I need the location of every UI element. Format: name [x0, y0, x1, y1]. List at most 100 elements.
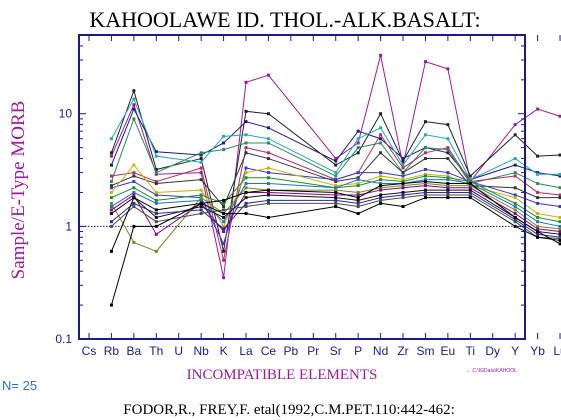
data-point	[154, 172, 158, 176]
data-point	[423, 146, 427, 150]
data-point	[446, 157, 450, 161]
data-point	[222, 220, 226, 224]
data-point	[222, 258, 226, 262]
data-point	[334, 171, 338, 175]
data-point	[536, 230, 540, 234]
data-point	[379, 151, 383, 155]
data-point	[154, 220, 158, 224]
data-point	[266, 141, 270, 145]
y-tick-label: 0.1	[55, 332, 72, 346]
n-label: N= 25	[2, 378, 37, 393]
data-point	[199, 201, 203, 205]
data-point	[401, 193, 405, 197]
x-tick-label: Ti	[466, 344, 476, 358]
data-point	[558, 242, 561, 246]
data-point	[154, 208, 158, 212]
data-point	[423, 174, 427, 178]
data-point	[154, 224, 158, 228]
data-point	[468, 188, 472, 192]
data-point	[356, 151, 360, 155]
data-point	[446, 174, 450, 178]
data-point	[536, 154, 540, 158]
data-point	[154, 232, 158, 236]
data-point	[244, 212, 248, 216]
data-point	[513, 163, 517, 167]
data-point	[109, 212, 113, 216]
x-ticks: Cs Rb Ba Th U Nb K La Ce Pb Pr Sr P Nd Zr Sm Eu Ti Dy Y Yb Lu	[82, 35, 561, 358]
data-point	[446, 178, 450, 182]
data-point	[244, 171, 248, 175]
data-point	[446, 190, 450, 194]
x-tick-label: Eu	[441, 344, 456, 358]
chart-title: KAHOOLAWE ID. THOL.-ALK.BASALT:	[89, 7, 480, 32]
data-point	[109, 208, 113, 212]
data-point	[536, 172, 540, 176]
data-point	[154, 171, 158, 175]
data-point	[266, 182, 270, 186]
data-point	[154, 190, 158, 194]
data-point	[379, 133, 383, 137]
data-point	[423, 167, 427, 171]
data-point	[536, 212, 540, 216]
y-tick-label: 1	[65, 219, 72, 233]
data-point	[266, 198, 270, 202]
data-point	[446, 196, 450, 200]
data-point	[356, 184, 360, 188]
data-point	[356, 212, 360, 216]
x-tick-label: P	[354, 344, 362, 358]
data-point	[266, 112, 270, 116]
data-point	[513, 133, 517, 137]
data-point	[199, 151, 203, 155]
data-point	[109, 174, 113, 178]
data-point	[109, 205, 113, 209]
data-point	[558, 153, 561, 157]
data-point	[199, 160, 203, 164]
data-point	[222, 276, 226, 280]
x-tick-label: Dy	[485, 344, 500, 358]
data-point	[199, 157, 203, 161]
data-point	[244, 146, 248, 150]
data-point	[379, 188, 383, 192]
data-point	[334, 157, 338, 161]
y-tick-label: 10	[59, 107, 73, 121]
data-point	[558, 224, 561, 228]
data-point	[401, 171, 405, 175]
data-point	[558, 227, 561, 231]
data-point	[558, 114, 561, 118]
data-point	[154, 167, 158, 171]
data-point	[154, 201, 158, 205]
data-point	[401, 159, 405, 163]
data-point	[356, 171, 360, 175]
data-point	[423, 184, 427, 188]
data-point	[513, 224, 517, 228]
data-point	[468, 174, 472, 178]
data-point	[222, 215, 226, 219]
data-point	[513, 208, 517, 212]
data-point	[401, 166, 405, 170]
data-point	[222, 198, 226, 202]
y-axis-label: Sample/E-Type MORB	[8, 101, 29, 280]
data-point	[109, 151, 113, 155]
data-point	[222, 230, 226, 234]
data-point	[513, 186, 517, 190]
data-point	[536, 190, 540, 194]
data-point	[222, 208, 226, 212]
data-point	[513, 205, 517, 209]
data-point	[334, 190, 338, 194]
data-point	[266, 171, 270, 175]
data-point	[356, 205, 360, 209]
series-4	[109, 97, 561, 182]
data-point	[379, 198, 383, 202]
data-point	[423, 157, 427, 161]
data-point	[423, 182, 427, 186]
data-point	[536, 235, 540, 239]
data-point	[513, 215, 517, 219]
data-point	[132, 205, 136, 209]
data-point	[334, 205, 338, 209]
data-point	[199, 153, 203, 157]
data-point	[266, 190, 270, 194]
data-point	[513, 193, 517, 197]
series-18	[109, 180, 561, 253]
data-point	[536, 224, 540, 228]
